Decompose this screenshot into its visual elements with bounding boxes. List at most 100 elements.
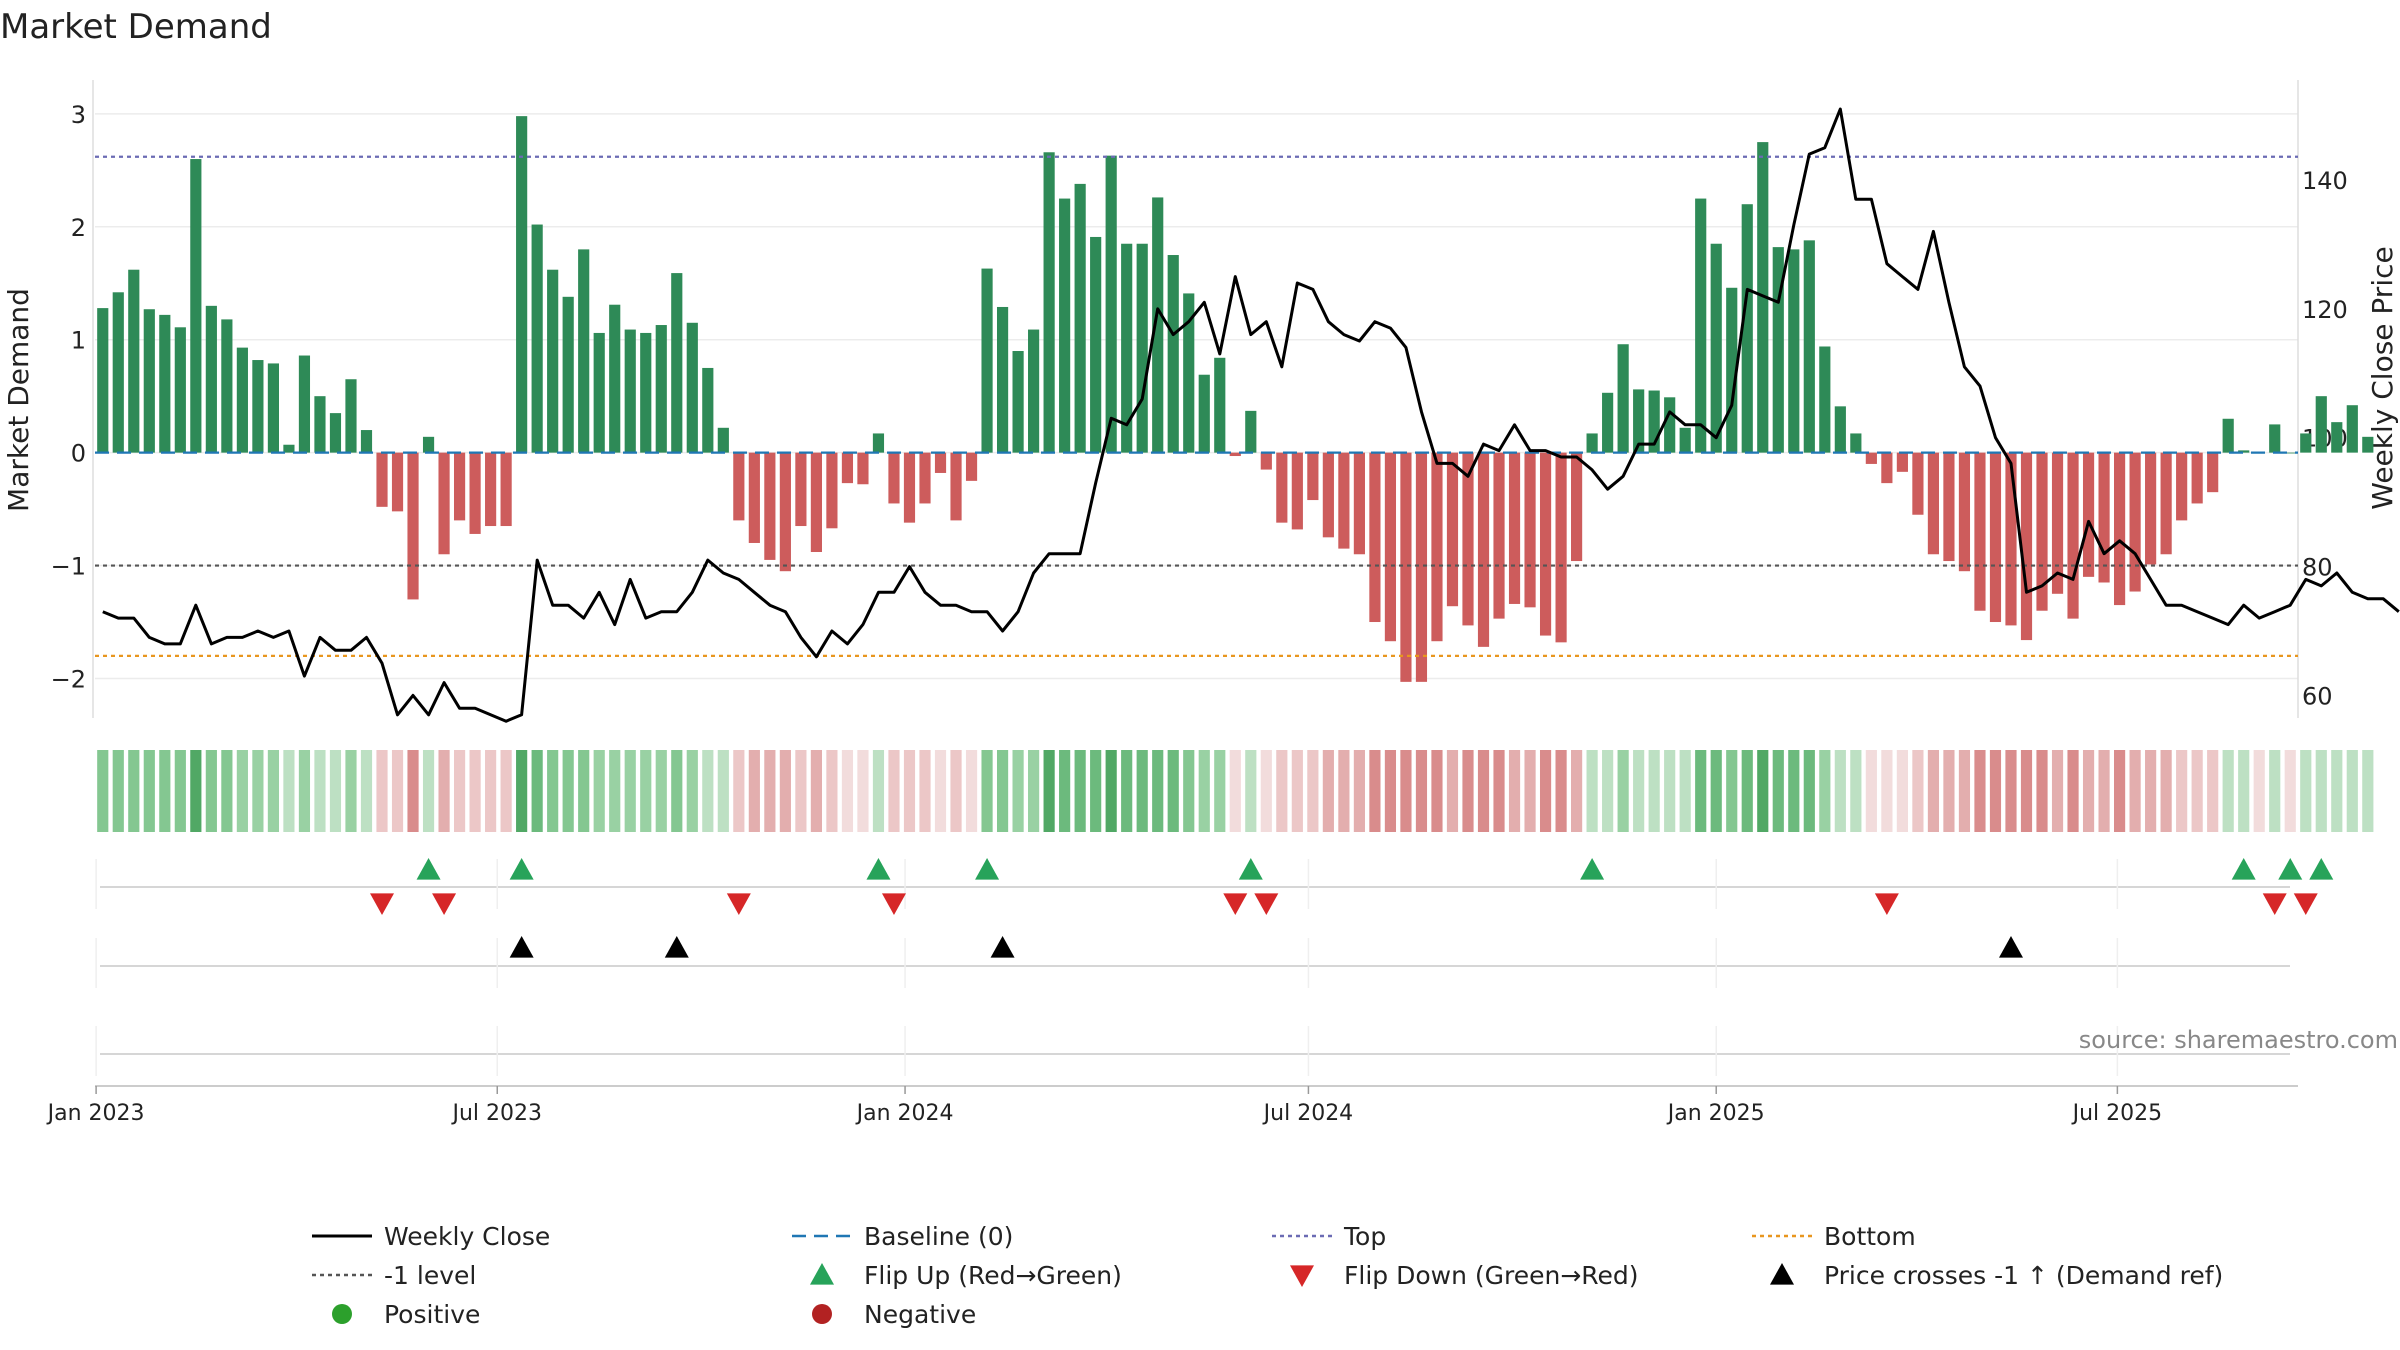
demand-bar [1260,452,1272,470]
cross-marker [1998,936,2023,958]
demand-bar [1012,351,1024,453]
demand-bar [2005,452,2017,626]
strip-cell [1353,750,1365,832]
demand-bar [1291,452,1303,530]
strip-cell [2331,750,2343,832]
demand-bar [236,347,248,453]
strip-cell [252,750,264,832]
flip-down-marker [1223,893,1248,915]
demand-bar [1276,452,1288,523]
strip-cell [1167,750,1179,832]
legend-label: Negative [864,1300,976,1329]
chart-title: Market Demand [0,7,272,47]
strip-cell [453,750,466,832]
flip-down-marker [1254,893,1279,915]
strip-cell [1912,750,1924,832]
demand-bar [2191,452,2203,504]
strip-cell [1881,750,1893,832]
demand-bar [1415,452,1428,682]
strip-cell [1819,750,1831,832]
demand-bar [1555,452,1567,643]
demand-bar [1167,255,1179,453]
demand-bar [1477,452,1490,647]
demand-bar [1912,452,1924,515]
strip-cell [1726,750,1738,832]
strip-cell [1400,750,1412,832]
x-axis: Jan 2023 Jul 2023 Jan 2024 Jul 2024 Jan 2025… [46,1085,2298,1126]
demand-bar [1384,452,1397,642]
strip-cell [391,750,404,832]
strip-cell [1741,750,1753,832]
strip-cell [1012,750,1024,832]
strip-cell [221,750,233,832]
demand-bar [252,360,264,453]
demand-bar [1183,293,1195,453]
demand-bar [1524,452,1536,608]
demand-bar [438,452,450,555]
demand-bar [841,452,854,484]
demand-bar [2051,452,2064,594]
demand-bar [112,292,124,453]
strip-cell [422,750,435,832]
strip-cell [283,750,295,832]
strip-cell [329,750,342,832]
strip-cell [1757,750,1769,832]
strip-cell [360,750,373,832]
legend-label: Price crosses -1 ↑ (Demand ref) [1824,1261,2223,1290]
demand-bar [1508,452,1521,604]
cross-marker [664,936,689,958]
demand-bar [174,327,186,453]
legend-label: Positive [384,1300,480,1329]
strip-cell [965,750,978,832]
strip-cell [469,750,481,832]
strip-cell [562,750,574,832]
strip-cell [1695,750,1707,832]
demand-bar [1679,427,1691,453]
flip-down-marker [432,893,457,915]
strip-cell [1152,750,1164,832]
strip-cell [1198,750,1210,832]
strip-cell [1384,750,1397,832]
x-tick-label: Jul 2023 [450,1101,542,1126]
demand-bar [2315,396,2327,453]
demand-bar [1958,452,1971,572]
demand-bar [1788,249,1800,453]
strip-cell [2207,750,2219,832]
demand-bar [159,314,171,453]
demand-bar [531,224,543,453]
strip-cell [1617,750,1629,832]
strip-cell [2051,750,2064,832]
legend-swatch-triangle-up [1770,1263,1794,1285]
demand-bar [1400,452,1412,682]
strip-cell [2098,750,2110,832]
strip-cell [2300,750,2312,832]
strip-cell [267,750,279,832]
weekly-close-line [102,107,2400,723]
legend-label: Weekly Close [384,1222,550,1251]
strip-cell [2005,750,2017,832]
demand-bar [1028,329,1040,453]
strip-cell [547,750,559,832]
strip-cell [1927,750,1940,832]
strip-cell [1229,750,1241,832]
demand-bar [981,268,993,453]
strip-cell [2067,750,2079,832]
demand-bar [1121,243,1133,453]
strip-cell [314,750,326,832]
demand-bar [329,413,342,453]
demand-bar [2238,450,2250,453]
strip-cell [1477,750,1490,832]
strip-cell [872,750,885,832]
strip-cell [1865,750,1877,832]
demand-bar [2036,452,2048,611]
demand-bar [1695,198,1707,453]
demand-bar [221,319,233,453]
cross-marker [990,936,1015,958]
strip-cell [2191,750,2203,832]
demand-bar [2222,418,2234,453]
strip-cell [1943,750,1955,832]
demand-bar [516,116,528,453]
strip-cell [578,750,590,832]
demand-bar [298,355,311,453]
demand-bar [469,452,481,534]
